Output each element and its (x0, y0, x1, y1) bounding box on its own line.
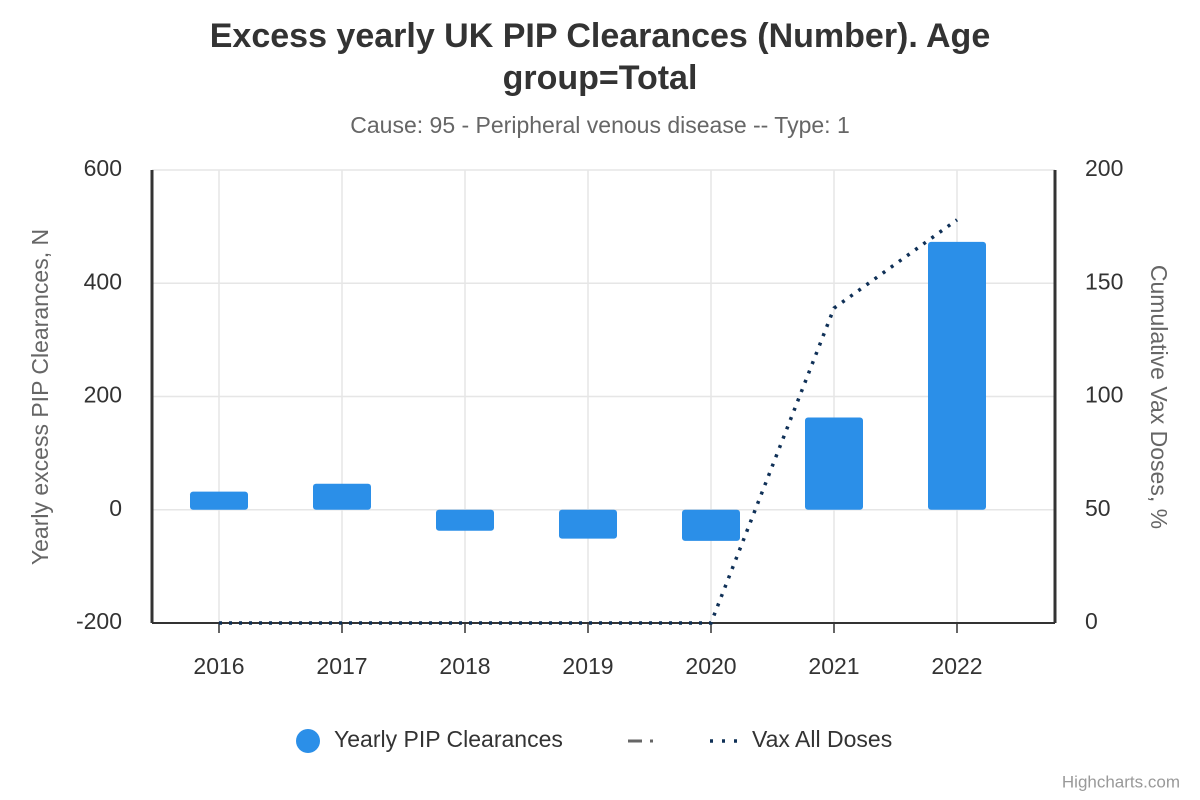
legend-symbol (296, 729, 320, 753)
legend-label: Vax All Doses (752, 726, 892, 752)
x-tick-label: 2020 (685, 653, 736, 679)
legend-label: Yearly PIP Clearances (334, 726, 563, 752)
y2-tick-label: 100 (1085, 382, 1123, 408)
y2-tick-label: 50 (1085, 495, 1111, 521)
bar (928, 241, 986, 510)
x-tick-label: 2018 (439, 653, 490, 679)
credits: Highcharts.com (1062, 772, 1180, 791)
y-tick-label: 600 (84, 155, 122, 181)
bar (436, 509, 494, 531)
bar (559, 509, 617, 539)
chart-subtitle: Cause: 95 - Peripheral venous disease --… (350, 112, 849, 138)
bar (805, 417, 863, 510)
y-axis-title: Yearly excess PIP Clearances, N (27, 229, 53, 565)
y2-tick-label: 200 (1085, 155, 1123, 181)
x-tick-label: 2021 (808, 653, 859, 679)
bar (190, 491, 248, 510)
y-tick-label: 0 (109, 495, 122, 521)
y-tick-label: 400 (84, 268, 122, 294)
y-tick-label: -200 (76, 608, 122, 634)
chart-title: Excess yearly UK PIP Clearances (Number)… (210, 17, 991, 97)
x-tick-label: 2019 (562, 653, 613, 679)
y2-tick-label: 0 (1085, 608, 1098, 634)
x-tick-label: 2017 (316, 653, 367, 679)
legend: Yearly PIP Clearances Vax All Doses (296, 726, 892, 753)
y2-tick-label: 150 (1085, 268, 1123, 294)
x-tick-label: 2016 (193, 653, 244, 679)
x-tick-label: 2022 (931, 653, 982, 679)
line (219, 218, 959, 625)
y2-axis-title: Cumulative Vax Doses, % (1146, 265, 1172, 529)
bar (682, 509, 740, 541)
bar (313, 483, 371, 510)
y-tick-label: 200 (84, 382, 122, 408)
